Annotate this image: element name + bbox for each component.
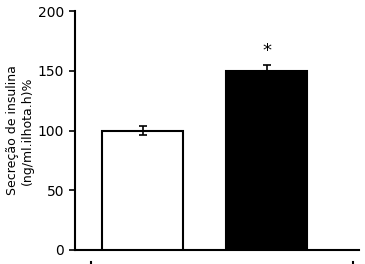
Bar	[103, 130, 183, 250]
Y-axis label: Secreção de insulina
(ng/ml.ilhota.h)%: Secreção de insulina (ng/ml.ilhota.h)%	[5, 65, 34, 195]
Bar	[226, 71, 307, 250]
Text: *: *	[262, 42, 271, 60]
